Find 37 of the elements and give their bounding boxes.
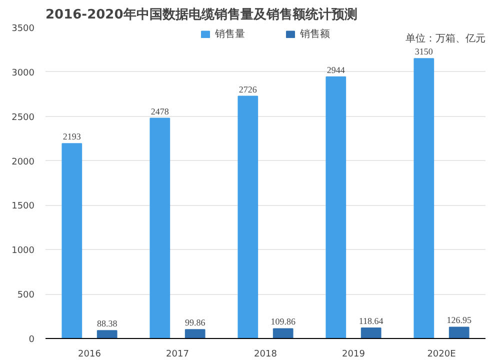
y-tick-label: 3500	[12, 24, 35, 34]
x-tick-label: 2019	[342, 350, 366, 360]
x-tick-label: 2017	[166, 350, 189, 360]
bar	[360, 327, 382, 338]
data-label: 2193	[62, 132, 82, 142]
data-label: 2478	[150, 106, 170, 116]
y-tick-label: 1500	[12, 202, 35, 212]
bar	[150, 118, 170, 338]
data-label: 109.86	[270, 316, 296, 327]
data-label: 2726	[238, 84, 258, 94]
legend-label: 销售量	[215, 28, 245, 41]
bar	[326, 76, 346, 338]
bar	[238, 96, 258, 338]
legend-label: 销售额	[300, 28, 330, 41]
x-tick-label: 2016	[78, 350, 102, 360]
data-label: 88.38	[96, 318, 118, 329]
y-tick-label: 500	[17, 290, 35, 301]
data-label: 3150	[414, 46, 434, 57]
bar	[62, 143, 82, 338]
y-tick-label: 2500	[12, 112, 35, 123]
bar	[414, 58, 434, 338]
y-tick-label: 1000	[12, 246, 35, 256]
y-tick-label: 2000	[12, 157, 35, 168]
y-tick-label: 3000	[12, 68, 35, 78]
data-label: 99.86	[184, 318, 206, 328]
bar	[272, 328, 294, 338]
annotation: 单位：万箱、亿元	[406, 32, 486, 44]
y-tick-label: 0	[28, 335, 35, 345]
bar	[96, 330, 118, 338]
chart-title: 2016-2020年中国数据电缆销售量及销售额统计预测	[46, 6, 358, 22]
data-label: 2944	[326, 64, 346, 75]
bar	[184, 329, 206, 338]
data-label: 118.64	[358, 316, 384, 326]
x-tick-label: 2018	[254, 350, 278, 360]
data-label: 126.95	[446, 315, 472, 326]
x-tick-label: 2020E	[427, 350, 456, 360]
bar	[448, 326, 470, 338]
